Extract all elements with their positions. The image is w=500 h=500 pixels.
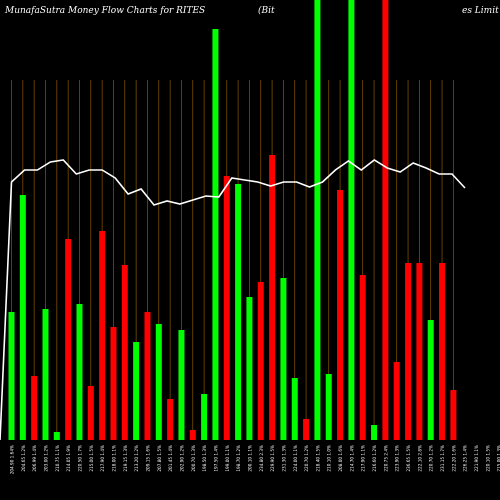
bar [405, 263, 412, 440]
x-tick-label: 220.50 1.7% [77, 445, 82, 472]
x-tick-label: 214.05 1.9% [66, 445, 71, 472]
x-tick-label: 206.99 1.4% [32, 445, 37, 472]
bar [76, 304, 83, 440]
x-tick-label: 218.00 1.1% [111, 445, 116, 472]
x-tick-label: 215.00 1.5% [89, 445, 94, 472]
bar [212, 29, 219, 440]
bar [189, 430, 196, 440]
bar [337, 190, 344, 440]
x-tick-label: 215.00 1.3% [497, 445, 500, 472]
x-tick-label: 231.30 1.3% [281, 445, 286, 472]
bar [416, 263, 423, 440]
bar [87, 386, 94, 440]
bar [155, 324, 162, 440]
x-tick-label: 220.70 1.2% [304, 445, 309, 472]
x-tick-label: 216.60 1.2% [372, 445, 377, 472]
x-tick-label: 209.15 1.6% [145, 445, 150, 472]
x-tick-label: 220.75 2.4% [383, 445, 388, 472]
bar [8, 312, 15, 440]
bar [303, 419, 310, 440]
x-tick-label: 220.70 1.2% [429, 445, 434, 472]
x-tick-label: 204.65 1.2% [21, 445, 26, 472]
bar [178, 330, 185, 440]
bar [53, 432, 60, 440]
x-tick-label: 221.90 1.1% [474, 445, 479, 472]
x-tick-label: 218.40 1.5% [315, 445, 320, 472]
bar [201, 394, 208, 440]
bar [382, 0, 389, 440]
bar [257, 282, 264, 440]
bar [280, 278, 287, 440]
chart-title: MunafaSutra Money Flow Charts for RITES [5, 6, 206, 16]
x-tick-label: 236.65 1.5% [406, 445, 411, 472]
bar [439, 263, 446, 440]
x-tick-label: 207.80 1.5% [157, 445, 162, 472]
x-tick-label: 229.90 1.5% [270, 445, 275, 472]
x-tick-label: 198.50 1.3% [202, 445, 207, 472]
x-tick-label: 210.75 1.1% [55, 445, 60, 472]
bar [42, 309, 49, 440]
chart-title-fragment-right: es Limit [462, 6, 499, 16]
x-tick-label: 208.00 1.6% [338, 445, 343, 472]
bar [371, 425, 378, 440]
bar [235, 184, 242, 440]
bar [110, 327, 117, 440]
x-tick-label: 222.20 1.6% [451, 445, 456, 472]
x-tick-label: 213.20 1.2% [134, 445, 139, 472]
x-tick-label: 197.50 1.4% [213, 445, 218, 472]
x-tick-label: 231.15 1.7% [440, 445, 445, 472]
x-tick-label: 199.00 1.1% [225, 445, 230, 472]
x-tick-label: 201.45 1.4% [168, 445, 173, 472]
bar [269, 155, 276, 440]
x-tick-label: 222.10 2.8% [417, 445, 422, 472]
bar [348, 0, 355, 440]
x-tick-label: 202.90 1.2% [179, 445, 184, 472]
bar [99, 231, 106, 440]
x-tick-label: 200.10 1.1% [247, 445, 252, 472]
x-tick-label: 210.10 1.0% [327, 445, 332, 472]
bar [450, 390, 457, 440]
bar [427, 320, 434, 440]
bar [121, 265, 128, 440]
bar [325, 374, 332, 440]
bar [359, 275, 366, 440]
bar [314, 0, 321, 440]
chart-title-fragment: (Bit [258, 6, 275, 16]
x-tick-label: 203.00 1.2% [43, 445, 48, 472]
bar [223, 176, 230, 440]
x-tick-label: 224.00 1.1% [293, 445, 298, 472]
x-tick-label: 226.25 1.4% [463, 445, 468, 472]
x-tick-label: 217.90 1.4% [100, 445, 105, 472]
x-tick-label: 220.10 1.5% [485, 445, 490, 472]
bar [19, 195, 26, 440]
bar [393, 362, 400, 440]
x-tick-label: 200.70 1.3% [191, 445, 196, 472]
x-tick-label: 217.90 1.1% [361, 445, 366, 472]
bar [167, 399, 174, 440]
bar [65, 239, 72, 440]
bar [246, 297, 253, 440]
bar [144, 312, 151, 440]
x-tick-label: 219.15 1.3% [123, 445, 128, 472]
x-tick-label: 204.90 1.64% [10, 445, 15, 474]
flow-line [0, 159, 466, 441]
bar [31, 376, 38, 440]
bar [291, 378, 298, 440]
x-tick-label: 198.70 1.2% [236, 445, 241, 472]
x-tick-label: 223.90 1.3% [395, 445, 400, 472]
x-tick-label: 234.80 2.3% [259, 445, 264, 472]
x-tick-label: 214.70 1.4% [349, 445, 354, 472]
bar [133, 342, 140, 440]
